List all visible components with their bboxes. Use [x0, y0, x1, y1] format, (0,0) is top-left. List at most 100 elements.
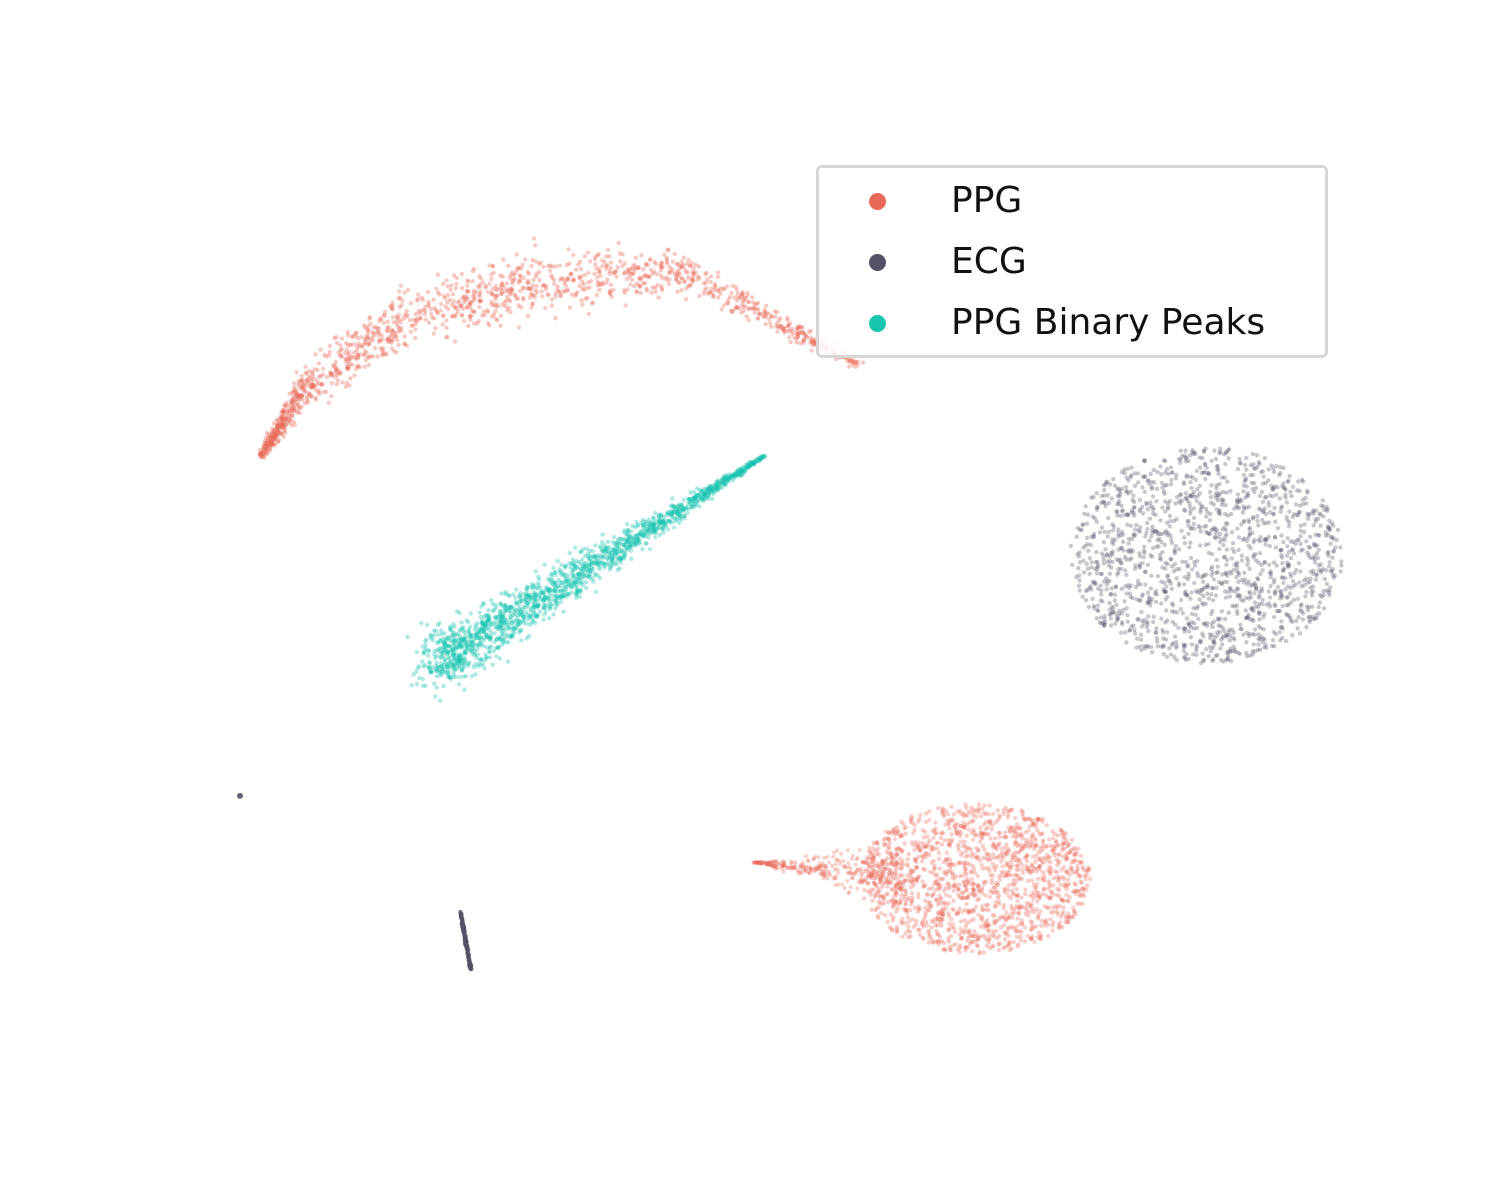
scatter-point: [299, 393, 305, 398]
scatter-point: [470, 279, 475, 284]
scatter-point: [855, 886, 860, 891]
scatter-point: [1159, 539, 1164, 545]
scatter-point: [762, 314, 768, 319]
scatter-point: [277, 430, 282, 435]
scatter-point: [1035, 876, 1041, 882]
scatter-point: [343, 356, 348, 361]
scatter-point: [1068, 543, 1074, 549]
scatter-point: [1143, 569, 1148, 575]
scatter-point: [334, 334, 339, 340]
scatter-point: [1255, 518, 1260, 524]
scatter-point: [1201, 658, 1206, 663]
scatter-point: [1083, 876, 1088, 881]
scatter-point: [1014, 925, 1019, 930]
scatter-point: [1176, 583, 1182, 588]
scatter-point: [1172, 547, 1177, 553]
scatter-point: [827, 860, 832, 865]
scatter-point: [1197, 597, 1202, 602]
scatter-point: [1070, 905, 1076, 910]
scatter-point: [1278, 638, 1283, 643]
scatter-point: [270, 435, 275, 440]
scatter-point: [929, 886, 935, 891]
scatter-point: [620, 263, 625, 269]
scatter-point: [1253, 485, 1259, 491]
scatter-point: [505, 288, 511, 293]
scatter-point: [932, 866, 937, 871]
scatter-point: [1313, 543, 1318, 548]
scatter-point: [1207, 518, 1213, 523]
scatter-point: [786, 866, 791, 870]
scatter-point: [346, 354, 352, 359]
scatter-point: [831, 854, 836, 859]
scatter-point: [1157, 552, 1163, 558]
scatter-point: [1123, 485, 1129, 490]
scatter-point: [1130, 497, 1135, 503]
scatter-point: [1037, 936, 1043, 942]
scatter-point: [916, 819, 921, 824]
scatter-point: [1048, 889, 1054, 895]
scatter-point: [1266, 589, 1271, 594]
scatter-point: [1015, 856, 1021, 862]
scatter-point: [1081, 894, 1087, 899]
scatter-point: [435, 272, 440, 277]
scatter-point: [945, 862, 950, 867]
scatter-point: [1317, 511, 1322, 516]
scatter-point: [1112, 598, 1118, 603]
scatter-point: [379, 337, 385, 343]
scatter-point: [877, 881, 882, 885]
scatter-point: [1078, 873, 1083, 879]
scatter-point: [344, 380, 350, 386]
scatter-point: [1132, 483, 1138, 488]
scatter-point: [622, 290, 628, 295]
scatter-point: [1187, 500, 1192, 506]
scatter-point: [1093, 582, 1099, 587]
scatter-point: [1250, 530, 1255, 535]
scatter-point: [258, 453, 263, 458]
scatter-point: [1235, 492, 1241, 497]
scatter-point: [1263, 536, 1268, 542]
scatter-point: [1218, 449, 1223, 455]
scatter-point: [519, 266, 524, 271]
scatter-point: [317, 391, 322, 397]
scatter-point: [525, 313, 531, 319]
scatter-point: [379, 317, 384, 322]
scatter-point: [1224, 657, 1229, 662]
scatter-point: [281, 412, 286, 417]
scatter-point: [956, 861, 961, 866]
scatter-point: [750, 295, 755, 300]
scatter-point: [1069, 860, 1075, 865]
scatter-point: [1257, 589, 1262, 595]
scatter-point: [963, 854, 968, 860]
scatter-point: [1155, 573, 1161, 579]
scatter-point: [303, 389, 308, 395]
scatter-point: [456, 300, 461, 306]
scatter-point: [338, 343, 343, 348]
scatter-point: [1139, 593, 1145, 599]
scatter-point: [1073, 870, 1079, 875]
scatter-point: [636, 283, 642, 288]
scatter-point: [459, 286, 465, 291]
scatter-point: [265, 442, 270, 447]
scatter-point: [588, 259, 593, 264]
scatter-point: [503, 289, 508, 294]
scatter-point: [1115, 572, 1120, 577]
scatter-point: [713, 288, 718, 293]
scatter-point: [1140, 504, 1145, 510]
scatter-point: [1305, 488, 1310, 494]
scatter-point: [1007, 940, 1012, 946]
scatter-point: [1298, 523, 1304, 528]
scatter-point: [565, 288, 570, 294]
scatter-point: [931, 882, 936, 887]
scatter-point: [935, 882, 941, 887]
scatter-point: [986, 812, 991, 817]
scatter-point: [1003, 830, 1008, 835]
scatter-point: [1076, 554, 1082, 559]
scatter-point: [1167, 646, 1172, 651]
scatter-point: [1213, 530, 1219, 536]
scatter-point: [926, 928, 931, 933]
scatter-point: [530, 283, 535, 288]
scatter-point: [511, 278, 516, 284]
scatter-point: [883, 913, 888, 918]
scatter-point: [658, 268, 663, 273]
scatter-point: [1129, 624, 1134, 629]
